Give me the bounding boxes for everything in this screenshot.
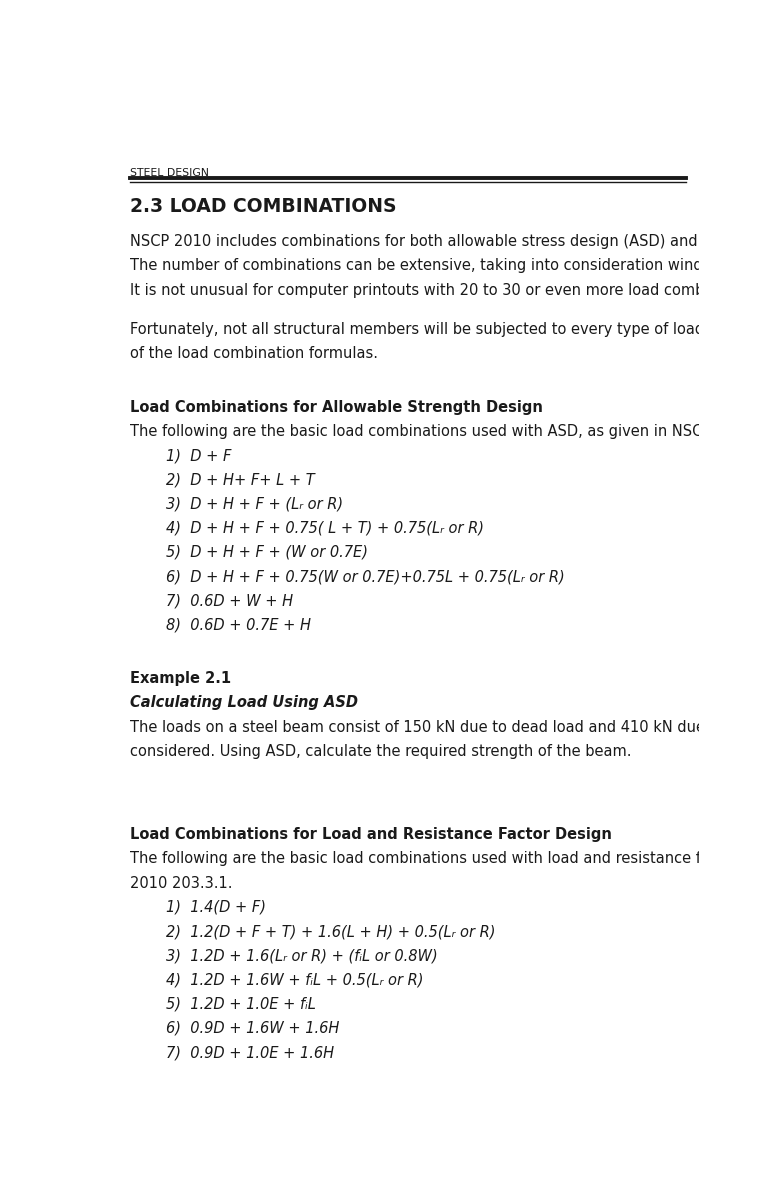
Text: Load Combinations for Allowable Strength Design: Load Combinations for Allowable Strength…: [130, 400, 542, 414]
Text: 7)  0.9D + 1.0E + 1.6H: 7) 0.9D + 1.0E + 1.6H: [166, 1045, 335, 1060]
Text: The number of combinations can be extensive, taking into consideration wind dire: The number of combinations can be extens…: [130, 258, 775, 274]
Text: 4)  D + H + F + 0.75( L + T) + 0.75(Lᵣ or R): 4) D + H + F + 0.75( L + T) + 0.75(Lᵣ or…: [166, 521, 484, 535]
Text: NSCP 2010 includes combinations for both allowable stress design (ASD) and load : NSCP 2010 includes combinations for both…: [130, 234, 765, 250]
Text: 1)  D + F: 1) D + F: [166, 448, 232, 463]
Text: STEEL DESIGN: STEEL DESIGN: [130, 168, 209, 178]
Text: The following are the basic load combinations used with ASD, as given in NSCP 20: The following are the basic load combina…: [130, 424, 776, 439]
Text: 3)  D + H + F + (Lᵣ or R): 3) D + H + F + (Lᵣ or R): [166, 497, 343, 511]
Text: 8)  0.6D + 0.7E + H: 8) 0.6D + 0.7E + H: [166, 618, 312, 632]
Text: 2010 203.3.1.: 2010 203.3.1.: [130, 876, 232, 890]
Text: 4)  1.2D + 1.6W + fᵢL + 0.5(Lᵣ or R): 4) 1.2D + 1.6W + fᵢL + 0.5(Lᵣ or R): [166, 972, 424, 988]
Text: 2)  D + H+ F+ L + T: 2) D + H+ F+ L + T: [166, 473, 315, 487]
Text: considered. Using ASD, calculate the required strength of the beam.: considered. Using ASD, calculate the req…: [130, 744, 631, 758]
Text: Fortunately, not all structural members will be subjected to every type of load.: Fortunately, not all structural members …: [130, 322, 777, 337]
Text: = 0.5 for other live loads: = 0.5 for other live loads: [179, 1117, 361, 1133]
Text: The following are the basic load combinations used with load and resistance fact: The following are the basic load combina…: [130, 852, 777, 866]
Text: 7)  0.6D + W + H: 7) 0.6D + W + H: [166, 593, 294, 608]
Text: 1)  1.4(D + F): 1) 1.4(D + F): [166, 900, 267, 914]
Text: 6)  0.9D + 1.6W + 1.6H: 6) 0.9D + 1.6W + 1.6H: [166, 1021, 340, 1036]
Text: 5)  1.2D + 1.0E + fᵢL: 5) 1.2D + 1.0E + fᵢL: [166, 997, 316, 1012]
Text: Calculating Load Using ASD: Calculating Load Using ASD: [130, 696, 357, 710]
Text: Load Combinations for Load and Resistance Factor Design: Load Combinations for Load and Resistanc…: [130, 827, 611, 842]
Text: 5)  D + H + F + (W or 0.7E): 5) D + H + F + (W or 0.7E): [166, 545, 368, 560]
Text: 2)  1.2(D + F + T) + 1.6(L + H) + 0.5(Lᵣ or R): 2) 1.2(D + F + T) + 1.6(L + H) + 0.5(Lᵣ …: [166, 924, 496, 940]
Text: 2.3 LOAD COMBINATIONS: 2.3 LOAD COMBINATIONS: [130, 197, 396, 216]
Text: Example 2.1: Example 2.1: [130, 671, 231, 686]
Text: It is not unusual for computer printouts with 20 to 30 or even more load combina: It is not unusual for computer printouts…: [130, 283, 777, 298]
Text: of the load combination formulas.: of the load combination formulas.: [130, 346, 378, 361]
Text: The loads on a steel beam consist of 150 kN due to dead load and 410 kN due to l: The loads on a steel beam consist of 150…: [130, 720, 754, 734]
Text: fᵢ = 1.0 for floors in places of public assembly, for live loads in excess of 4.: fᵢ = 1.0 for floors in places of public …: [179, 1093, 769, 1109]
Text: Where:: Where:: [130, 1069, 183, 1085]
Text: 6)  D + H + F + 0.75(W or 0.7E)+0.75L + 0.75(Lᵣ or R): 6) D + H + F + 0.75(W or 0.7E)+0.75L + 0…: [166, 569, 565, 584]
Text: 3)  1.2D + 1.6(Lᵣ or R) + (fᵢL or 0.8W): 3) 1.2D + 1.6(Lᵣ or R) + (fᵢL or 0.8W): [166, 948, 438, 964]
